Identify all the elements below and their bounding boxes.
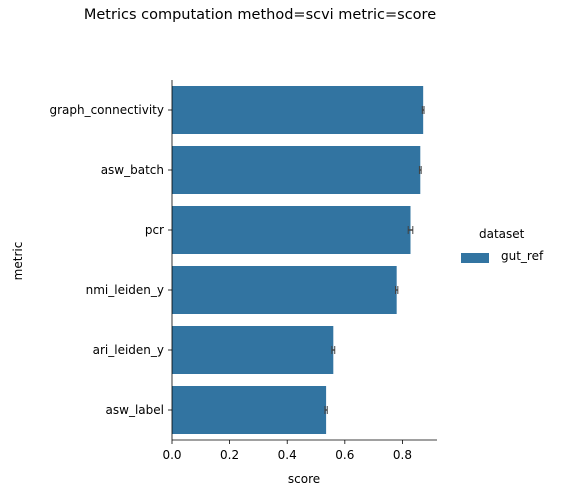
- bar-asw_label: [172, 386, 327, 434]
- bar-asw_batch: [172, 146, 421, 194]
- legend-swatch: [461, 253, 489, 263]
- bar-graph_connectivity: [172, 86, 424, 134]
- legend-title: dataset: [479, 227, 525, 241]
- bar-nmi_leiden_y: [172, 266, 397, 314]
- y-tick-label-ari_leiden_y: ari_leiden_y: [93, 343, 164, 357]
- x-tick-label-4: 0.8: [393, 448, 412, 462]
- y-tick-label-graph_connectivity: graph_connectivity: [49, 103, 164, 117]
- y-tick-label-nmi_leiden_y: nmi_leiden_y: [86, 283, 164, 297]
- x-tick-label-2: 0.4: [278, 448, 297, 462]
- y-tick-label-asw_label: asw_label: [106, 403, 164, 417]
- x-tick-label-3: 0.6: [335, 448, 354, 462]
- x-tick-label-0: 0.0: [162, 448, 181, 462]
- x-axis-label: score: [288, 472, 320, 486]
- chart-title: Metrics computation method=scvi metric=s…: [83, 7, 437, 23]
- bar-ari_leiden_y: [172, 326, 334, 374]
- legend-label: gut_ref: [501, 249, 544, 263]
- y-tick-label-asw_batch: asw_batch: [101, 163, 164, 177]
- y-tick-label-pcr: pcr: [145, 223, 164, 237]
- y-axis-label: metric: [11, 242, 25, 281]
- bar-pcr: [172, 206, 411, 254]
- x-tick-label-1: 0.2: [220, 448, 239, 462]
